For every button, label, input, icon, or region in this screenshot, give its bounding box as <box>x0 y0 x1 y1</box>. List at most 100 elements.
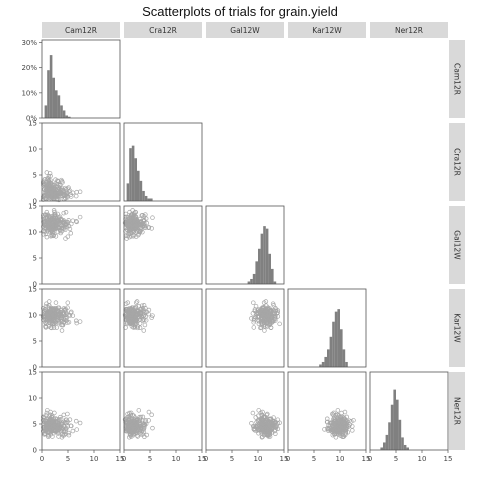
panel-border-gal12w-cam12r <box>41 205 121 285</box>
scatter-point <box>125 221 130 226</box>
x-tick-label: 15 <box>198 455 207 463</box>
scatter-point <box>251 300 256 305</box>
column-strip-ner12r <box>370 22 448 38</box>
x-tick-label: 0 <box>368 455 372 463</box>
scatter-point <box>133 215 139 220</box>
scatter-point <box>341 434 346 439</box>
scatter-point <box>70 313 76 318</box>
scatter-point <box>47 417 53 422</box>
scatter-point <box>136 408 142 413</box>
scatter-point <box>127 312 133 318</box>
scatter-point <box>57 189 63 194</box>
scatter-point <box>52 185 57 190</box>
scatter-point <box>59 228 65 234</box>
scatter-point <box>275 310 281 315</box>
scatter-point <box>141 317 147 323</box>
scatter-point <box>146 225 152 230</box>
scatter-point <box>262 429 268 435</box>
scatter-point <box>48 216 53 222</box>
histogram-bar <box>271 268 274 284</box>
y-tick-label: 10 <box>28 395 37 403</box>
histogram-bar <box>147 198 150 201</box>
scatter-point <box>65 411 70 417</box>
scatter-point <box>131 222 136 228</box>
scatter-point <box>143 212 148 217</box>
scatter-point <box>45 192 50 197</box>
histogram-bar <box>268 253 271 284</box>
scatter-point <box>63 310 69 315</box>
scatter-point <box>261 300 267 305</box>
scatter-point <box>51 216 57 222</box>
histogram-bar <box>324 356 327 367</box>
scatter-point <box>133 209 138 215</box>
scatter-point <box>48 432 54 437</box>
histogram-bar <box>334 311 338 367</box>
scatter-point <box>252 307 258 312</box>
histogram-bar <box>393 389 396 450</box>
panel-border-cra12r-cra12r <box>123 122 203 202</box>
scatter-point <box>56 319 62 324</box>
scatter-point <box>70 190 76 196</box>
panel-border-cra12r-cam12r <box>41 122 121 202</box>
scatter-point <box>50 312 56 318</box>
histogram-bar <box>52 77 55 118</box>
scatter-point <box>275 308 281 313</box>
histogram-bar <box>137 170 140 201</box>
scatter-point <box>143 421 149 427</box>
histogram-bar <box>273 281 277 284</box>
histogram-bar <box>329 336 333 367</box>
scatter-point <box>266 434 271 439</box>
scatter-point <box>340 417 345 422</box>
scatter-point <box>45 312 50 318</box>
scatter-point <box>351 418 356 423</box>
scatter-point <box>273 318 278 323</box>
scatter-point <box>48 189 54 194</box>
row-strip-kar12w <box>449 289 465 367</box>
scatter-point <box>127 429 133 435</box>
scatter-point <box>45 225 50 230</box>
scatter-point <box>270 301 276 306</box>
scatter-point <box>268 325 274 330</box>
column-strip-cra12r <box>124 22 202 38</box>
histogram-bar <box>380 447 383 450</box>
scatter-point <box>68 310 74 316</box>
x-tick-label: 10 <box>418 455 427 463</box>
y-tick-label: 15 <box>28 120 37 128</box>
scatter-point <box>127 320 132 326</box>
column-strip-label-ner12r: Ner12R <box>395 26 423 35</box>
scatter-point <box>251 320 256 325</box>
scatter-point <box>263 317 268 322</box>
scatter-point <box>42 431 48 436</box>
scatter-point <box>73 218 79 224</box>
scatter-point <box>258 325 264 330</box>
scatter-point <box>59 318 65 324</box>
histogram-bar <box>129 148 132 201</box>
scatter-point <box>43 212 48 217</box>
scatter-point <box>140 306 146 311</box>
scatter-point <box>150 425 155 431</box>
scatter-point <box>45 423 51 428</box>
scatter-point <box>137 222 143 228</box>
panel-border-kar12w-cam12r <box>41 288 121 368</box>
scatter-point <box>150 313 155 318</box>
scatter-point <box>137 216 143 222</box>
histogram-bar <box>60 105 63 118</box>
scatter-point <box>134 228 140 234</box>
scatter-point <box>342 416 347 422</box>
scatter-point <box>138 310 143 316</box>
scatter-point <box>133 417 138 422</box>
scatter-point <box>332 420 337 426</box>
scatter-point <box>131 325 136 330</box>
scatter-point <box>337 422 342 427</box>
scatter-point <box>55 179 61 184</box>
row-strip-label-gal12w: Gal12W <box>453 230 462 260</box>
x-tick-label: 5 <box>394 455 398 463</box>
scatter-point <box>48 222 54 228</box>
row-strip-label-cam12r: Cam12R <box>453 63 462 95</box>
scatter-point <box>133 419 139 424</box>
scatter-point <box>144 220 150 226</box>
scatter-point <box>127 310 133 315</box>
column-strip-label-cra12r: Cra12R <box>149 26 177 35</box>
histogram-bar <box>55 90 58 118</box>
histogram-bar <box>340 329 343 367</box>
